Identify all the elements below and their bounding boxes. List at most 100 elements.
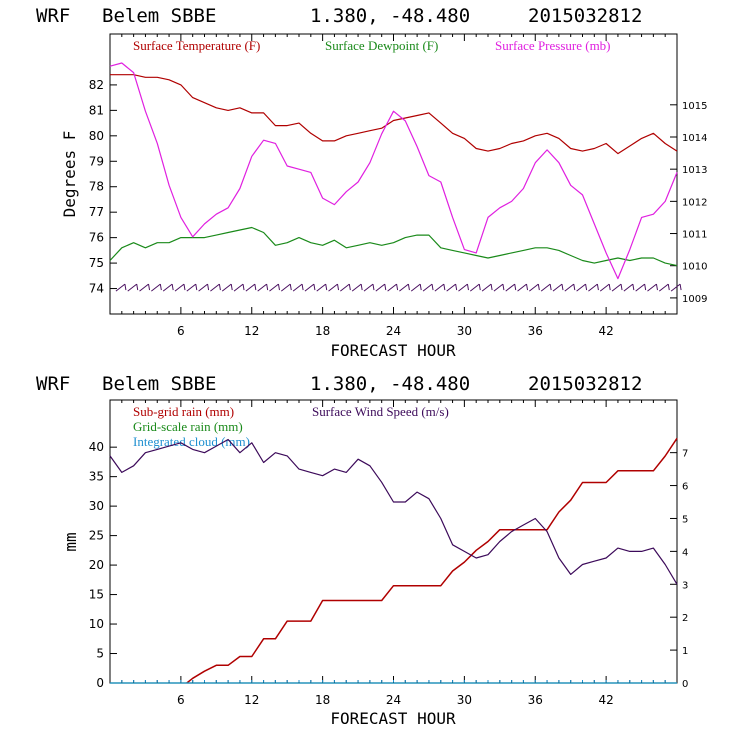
wind-barb-flag [242,284,245,291]
series-line-surface-temperature-f [110,74,678,155]
wind-barb-flag [254,284,257,291]
x-tick-label: 24 [386,324,401,338]
wind-barb [351,283,362,292]
y-tick-label: 79 [89,154,104,168]
wind-barb [304,283,315,292]
wind-barb [257,283,267,292]
series-line-surface-dewpoint-f [109,226,678,267]
wind-barb [623,283,634,292]
wind-barb-flag [407,284,410,291]
wind-barb [599,283,610,292]
wind-barb [328,283,338,292]
wind-barb [186,283,197,292]
wind-barb [635,283,645,292]
y-tick-label: 76 [89,231,104,245]
wind-barb-flag [348,284,351,291]
legend-grid-scale-rain: Grid-scale rain (mm) [133,419,243,434]
y-right-tick-label: 1011 [682,230,707,241]
y-tick-label: 10 [89,617,104,631]
x-tick-label: 18 [315,324,330,338]
panel1-plot-frame [109,33,678,315]
wind-barb-flag [620,284,623,291]
wind-barb-flag [171,284,174,291]
x-tick-label: 12 [244,324,259,338]
wind-barb-flag [372,284,375,291]
wind-barb-flag [230,284,233,291]
y-right-tick-label: 1015 [682,101,707,112]
wind-barb-flag [655,284,658,291]
x-tick-label: 42 [598,693,613,707]
wind-barb [375,283,386,292]
y-right-tick-label: 1014 [682,133,707,144]
wind-barb [564,283,575,292]
y-tick-label: 20 [89,558,104,572]
y-right-tick-label: 4 [682,547,688,558]
wind-barb [139,283,149,292]
wind-barb [233,283,244,292]
y-tick-label: 35 [89,470,104,484]
wind-barb [162,283,173,292]
panel2-y-axis-label: mm [61,532,80,551]
panel1-x-axis-label: FORECAST HOUR [330,341,456,360]
wind-barb [505,283,516,292]
wind-barb-flag [466,284,469,291]
wind-barb [540,283,551,292]
wind-barb [387,283,397,292]
wind-barb-flag [561,284,564,291]
panel2-header-coords: 1.380, -48.480 [310,373,470,395]
y-tick-label: 30 [89,499,104,513]
wind-barb-flag [585,284,588,291]
wind-barb-flag [573,284,576,291]
x-tick-label: 6 [177,324,185,338]
wind-barb-flag [148,284,151,291]
y-right-tick-label: 5 [682,514,688,525]
wind-barb [422,283,433,292]
panel2-header-model: WRF [36,373,70,395]
panel1-y-axis-label: Degrees F [60,131,79,218]
wind-barb-flag [549,284,552,291]
wind-barb [529,283,539,292]
x-tick-label: 30 [457,324,472,338]
wind-barb-flag [431,284,434,291]
series-line-sub-grid-rain-mm [186,437,678,684]
wind-barb [446,283,456,292]
wind-barb-flag [195,284,198,291]
panel2-x-axis-label: FORECAST HOUR [330,709,456,728]
wind-barb-flag [183,284,186,291]
wind-barb-flag [301,284,304,291]
wind-barb-flag [608,284,611,291]
wind-barb [458,283,468,292]
wind-barb [198,283,208,292]
legend-surface-temperature: Surface Temperature (F) [133,38,260,53]
panel2-header-station: Belem SBBE [102,373,216,395]
wind-barb [670,283,681,292]
legend-surface-dewpoint: Surface Dewpoint (F) [325,38,438,53]
y-right-tick-label: 1 [682,646,688,657]
y-tick-label: 75 [89,256,104,270]
wind-barb [576,283,586,292]
wind-barb-flag [159,284,162,291]
wind-barb-flag [478,284,481,291]
wind-barb-flag [384,284,387,291]
wind-barb [340,283,350,292]
wind-barb [481,283,492,292]
wind-barb-flag [502,284,505,291]
wind-barb [588,283,598,292]
wind-barb-flag [313,284,316,291]
legend-surface-pressure: Surface Pressure (mb) [495,38,611,53]
x-tick-label: 30 [457,693,472,707]
panel1-header-station: Belem SBBE [102,5,216,27]
wind-barb [647,283,657,292]
y-tick-label: 77 [89,205,104,219]
wind-barb-flag [490,284,493,291]
series-line-surface-wind-speed-m-s [109,438,678,585]
temperature-panel: WRF Belem SBBE 1.380, -48.480 2015032812… [36,5,707,360]
wind-barb [469,283,480,292]
x-tick-label: 42 [598,324,613,338]
wind-barb-flag [537,284,540,291]
wind-barb [493,283,504,292]
y-tick-label: 78 [89,180,104,194]
wind-barb [363,283,374,292]
wind-barb [115,283,126,292]
series-line-surface-pressure-mb [109,62,678,280]
